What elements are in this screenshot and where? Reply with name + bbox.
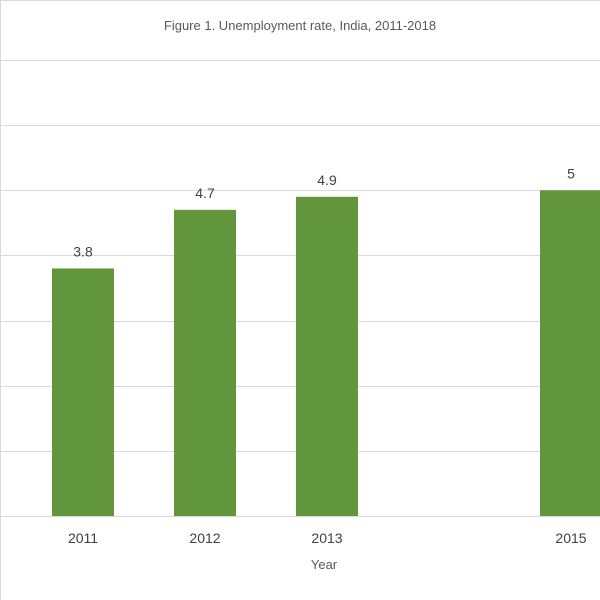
x-tick-labels: 2011 2012 2013 2015 bbox=[68, 530, 587, 546]
bars bbox=[52, 190, 600, 517]
data-label-2012: 4.7 bbox=[195, 185, 215, 201]
data-label-2015: 5 bbox=[567, 165, 575, 181]
data-label-2013: 4.9 bbox=[317, 172, 337, 188]
data-label-2011: 3.8 bbox=[73, 243, 93, 259]
x-tick-2012: 2012 bbox=[189, 530, 220, 546]
x-axis-title: Year bbox=[311, 557, 338, 572]
chart-title: Figure 1. Unemployment rate, India, 2011… bbox=[164, 18, 436, 33]
bar-2013 bbox=[296, 196, 358, 517]
x-tick-2015: 2015 bbox=[555, 530, 586, 546]
bar-2015 bbox=[540, 190, 600, 517]
x-tick-2013: 2013 bbox=[311, 530, 342, 546]
x-tick-2011: 2011 bbox=[68, 530, 98, 546]
data-labels: 3.8 4.7 4.9 5 bbox=[73, 165, 575, 259]
bar-2011 bbox=[52, 268, 114, 516]
bar-2012 bbox=[174, 209, 236, 517]
